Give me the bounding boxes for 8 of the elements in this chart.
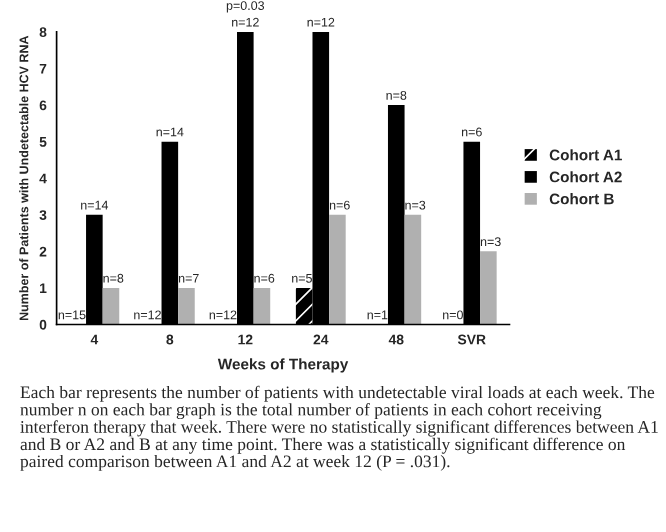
bar <box>404 214 422 325</box>
bar <box>480 251 497 325</box>
bar <box>295 287 313 325</box>
bar <box>102 287 120 325</box>
bar <box>329 214 346 325</box>
text: Each bar represents the number of patients with undetectable viral loads at each week. The number n on each bar graph is the total number of patients in each cohort receiving interferon therapy that week. There were no statistically significant differences between A1 and B or A2 and B at any time point. There was a statistically significant difference on paired comparison between A1 and A2 at week 12 (P = .031). <box>20 385 658 471</box>
bar <box>253 287 271 325</box>
bar <box>178 287 195 325</box>
